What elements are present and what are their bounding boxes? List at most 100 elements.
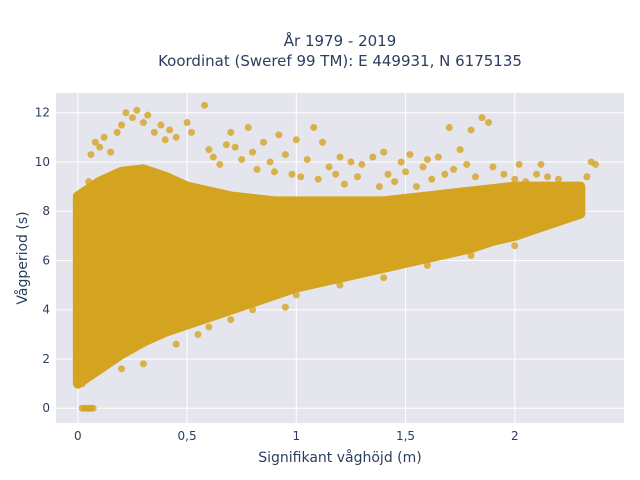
scatter-point: [113, 128, 121, 136]
scatter-point: [187, 128, 195, 136]
scatter-point: [100, 133, 108, 141]
scatter-point: [375, 183, 383, 191]
scatter-point: [166, 126, 174, 134]
x-tick-label: 2: [511, 429, 519, 443]
scatter-point: [428, 175, 436, 183]
scatter-point: [489, 163, 497, 171]
scatter-point: [583, 173, 591, 181]
y-tick-label: 2: [42, 352, 50, 366]
x-axis-label: Signifikant våghöjd (m): [258, 449, 421, 466]
scatter-point: [87, 151, 95, 159]
scatter-point: [419, 163, 427, 171]
scatter-point: [194, 330, 202, 338]
scatter-point: [297, 173, 305, 181]
scatter-points: [72, 101, 600, 412]
scatter-point: [222, 141, 230, 149]
scatter-point: [205, 146, 213, 154]
scatter-point: [467, 126, 475, 134]
chart-title-line1: År 1979 - 2019: [284, 31, 397, 50]
scatter-point: [332, 170, 340, 178]
scatter-point: [544, 173, 552, 181]
scatter-point: [249, 148, 257, 156]
scatter-point: [522, 178, 530, 186]
scatter-point: [231, 143, 239, 151]
scatter-point: [369, 153, 377, 161]
scatter-point: [445, 123, 453, 131]
scatter-point: [434, 153, 442, 161]
scatter-point: [423, 155, 431, 163]
scatter-point: [412, 183, 420, 191]
scatter-point: [183, 119, 191, 127]
scatter-point: [238, 155, 246, 163]
scatter-point: [172, 133, 180, 141]
y-tick-label: 0: [42, 401, 50, 415]
scatter-point: [281, 303, 289, 311]
scatter-point: [319, 138, 327, 146]
scatter-point: [554, 175, 562, 183]
scatter-point: [537, 160, 545, 168]
scatter-point: [340, 180, 348, 188]
scatter-point: [80, 375, 88, 383]
scatter-point: [406, 151, 414, 159]
x-tick-label: 1: [292, 429, 300, 443]
scatter-point: [128, 114, 136, 122]
scatter-point: [565, 185, 573, 193]
y-tick-label: 8: [42, 204, 50, 218]
scatter-point: [139, 119, 147, 127]
scatter-point: [150, 128, 158, 136]
scatter-point: [463, 160, 471, 168]
scatter-point: [467, 252, 475, 260]
dense-point-cloud: [72, 164, 586, 389]
scatter-point: [314, 175, 322, 183]
scatter-point: [511, 242, 519, 250]
scatter-point: [122, 109, 130, 117]
scatter-point: [281, 151, 289, 159]
scatter-point: [380, 148, 388, 156]
scatter-point: [244, 123, 252, 131]
scatter-point: [253, 165, 261, 173]
scatter-point: [270, 168, 278, 176]
scatter-point: [227, 128, 235, 136]
y-axis-label: Vågperiod (s): [14, 211, 31, 304]
scatter-point: [500, 170, 508, 178]
scatter-point: [157, 121, 165, 129]
scatter-point: [260, 138, 268, 146]
scatter-point: [391, 178, 399, 186]
scatter-point: [209, 153, 217, 161]
scatter-point: [275, 131, 283, 139]
scatter-point: [336, 281, 344, 289]
scatter-point: [205, 323, 213, 331]
scatter-point: [201, 101, 209, 109]
scatter-point: [89, 404, 97, 412]
scatter-point: [96, 143, 104, 151]
chart-title-line2: Koordinat (Sweref 99 TM): E 449931, N 61…: [158, 52, 522, 70]
scatter-point: [161, 136, 169, 144]
scatter-point: [139, 360, 147, 368]
y-tick-label: 12: [35, 106, 50, 120]
scatter-point: [292, 136, 300, 144]
scatter-point: [336, 153, 344, 161]
x-tick-label: 0,5: [178, 429, 197, 443]
scatter-point: [172, 340, 180, 348]
scatter-point: [227, 316, 235, 324]
scatter-point: [515, 160, 523, 168]
scatter-point: [353, 173, 361, 181]
scatter-point: [397, 158, 405, 166]
scatter-point: [303, 155, 311, 163]
scatter-point: [511, 175, 519, 183]
scatter-point: [450, 165, 458, 173]
scatter-point: [85, 178, 93, 186]
scatter-point: [133, 106, 141, 114]
scatter-point: [423, 261, 431, 269]
scatter-point: [91, 138, 99, 146]
y-tick-label: 10: [35, 155, 50, 169]
scatter-point: [118, 121, 126, 129]
scatter-point: [216, 160, 224, 168]
scatter-point: [384, 170, 392, 178]
scatter-point: [358, 160, 366, 168]
y-tick-label: 6: [42, 253, 50, 267]
scatter-point: [292, 291, 300, 299]
tick-labels: 0 0,5 1 1,5 2 0 2 4 6 8 10 12: [35, 106, 519, 443]
scatter-point: [559, 183, 567, 191]
